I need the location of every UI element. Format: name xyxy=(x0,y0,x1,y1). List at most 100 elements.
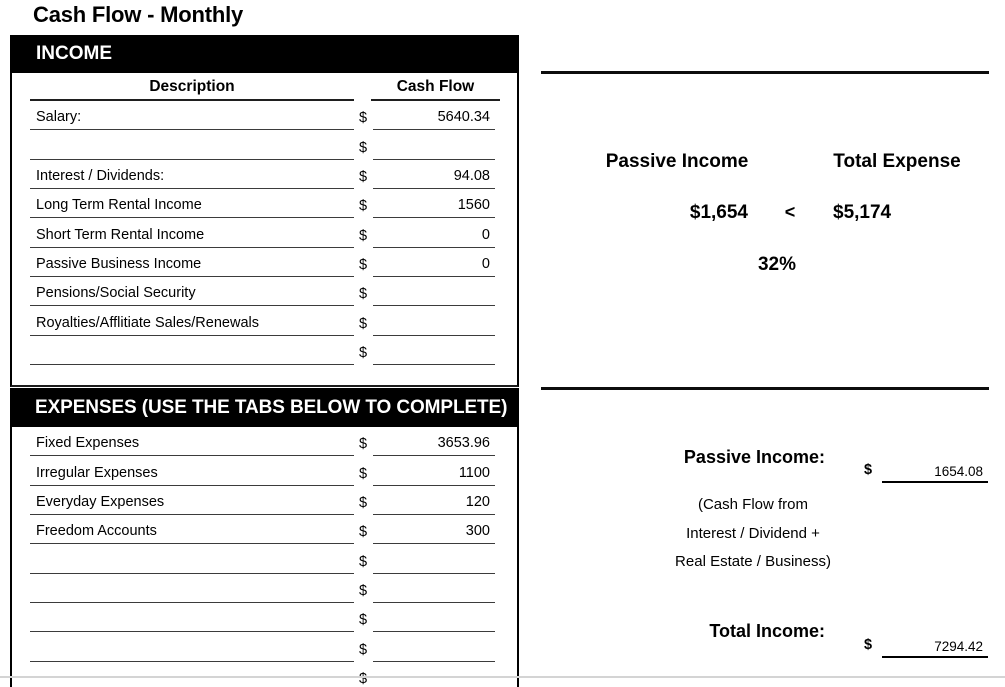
description-cell[interactable]: Salary: xyxy=(30,101,354,131)
currency-symbol: $ xyxy=(359,524,368,541)
currency-symbol: $ xyxy=(359,168,368,185)
value-cell[interactable]: 300 xyxy=(373,515,495,545)
description-cell[interactable] xyxy=(30,662,354,687)
description-cell[interactable] xyxy=(30,544,354,574)
currency-symbol: $ xyxy=(359,286,368,303)
comparator-symbol: < xyxy=(784,202,796,222)
value-cell[interactable] xyxy=(373,544,495,574)
caption-line: Real Estate / Business) xyxy=(675,553,831,571)
value-cell[interactable]: 5640.34 xyxy=(373,101,495,131)
description-cell[interactable] xyxy=(30,603,354,633)
currency-symbol: $ xyxy=(359,139,368,156)
currency-symbol: $ xyxy=(359,465,368,482)
expenses-rows: Fixed Expenses $3653.96 Irregular Expenses… xyxy=(12,427,517,687)
table-row: Long Term Rental Income $1560 xyxy=(12,189,517,219)
description-cell[interactable]: Short Term Rental Income xyxy=(30,218,354,248)
description-cell[interactable]: Royalties/Afflitiate Sales/Renewals xyxy=(30,306,354,336)
currency-symbol: $ xyxy=(359,110,368,127)
passive-income-summary-value: $1,654 xyxy=(689,202,748,223)
currency-symbol: $ xyxy=(359,227,368,244)
description-cell[interactable]: Fixed Expenses xyxy=(30,427,354,457)
description-cell[interactable] xyxy=(30,130,354,160)
income-rows: Salary: $5640.34 $ Interest / Dividends: $94… xyxy=(12,101,517,365)
table-row: Freedom Accounts $300 xyxy=(12,515,517,545)
table-row: Pensions/Social Security $ xyxy=(12,277,517,307)
total-income-currency-symbol: $ xyxy=(864,637,873,653)
income-column-headers: Description Cash Flow xyxy=(12,73,517,101)
passive-income-detail-label: Passive Income: xyxy=(683,447,825,467)
table-row: $ xyxy=(12,130,517,160)
description-cell[interactable]: Pensions/Social Security xyxy=(30,277,354,307)
currency-symbol: $ xyxy=(359,344,368,361)
description-cell[interactable] xyxy=(30,574,354,603)
table-row: $ xyxy=(12,574,517,603)
value-cell[interactable]: 94.08 xyxy=(373,160,495,189)
value-cell[interactable]: 1100 xyxy=(373,456,495,486)
divider-line-middle xyxy=(541,387,989,390)
currency-symbol: $ xyxy=(359,612,368,629)
value-cell[interactable] xyxy=(373,603,495,633)
currency-symbol: $ xyxy=(359,198,368,215)
total-expense-summary-value: $5,174 xyxy=(833,202,892,223)
table-row: Irregular Expenses $1100 xyxy=(12,456,517,486)
table-row: Royalties/Afflitiate Sales/Renewals $ xyxy=(12,306,517,336)
table-row: $ xyxy=(12,632,517,662)
value-cell[interactable]: 0 xyxy=(373,248,495,277)
table-row: $ xyxy=(12,336,517,365)
value-cell[interactable] xyxy=(373,130,495,160)
caption-line: (Cash Flow from xyxy=(697,496,809,513)
income-section-header: INCOME xyxy=(12,35,517,73)
table-row: $ xyxy=(12,662,517,687)
caption-line: Interest / Dividend + xyxy=(686,524,820,542)
total-income-detail-label: Total Income: xyxy=(709,621,825,641)
passive-income-ratio: 32% xyxy=(757,254,797,275)
page-title: Cash Flow - Monthly xyxy=(33,2,244,27)
value-cell[interactable]: 120 xyxy=(373,486,495,515)
total-income-value-cell[interactable]: 7294.42 xyxy=(882,637,988,658)
description-cell[interactable]: Irregular Expenses xyxy=(30,456,354,486)
value-cell[interactable] xyxy=(373,662,495,687)
table-row: Everyday Expenses $120 xyxy=(12,486,517,515)
currency-symbol: $ xyxy=(359,553,368,570)
value-cell[interactable] xyxy=(373,336,495,365)
table-row: Fixed Expenses $3653.96 xyxy=(12,427,517,457)
total-expense-summary-label: Total Expense xyxy=(833,151,961,172)
description-cell[interactable]: Interest / Dividends: xyxy=(30,160,354,189)
table-row: Salary: $5640.34 xyxy=(12,101,517,131)
value-cell[interactable]: 3653.96 xyxy=(373,427,495,457)
value-cell[interactable] xyxy=(373,574,495,603)
value-cell[interactable] xyxy=(373,277,495,307)
column-header-description: Description xyxy=(30,78,354,101)
table-row: Interest / Dividends: $94.08 xyxy=(12,160,517,189)
description-cell[interactable] xyxy=(30,336,354,365)
description-cell[interactable]: Everyday Expenses xyxy=(30,486,354,515)
value-cell[interactable] xyxy=(373,306,495,336)
currency-symbol: $ xyxy=(359,315,368,332)
currency-symbol: $ xyxy=(359,582,368,599)
currency-symbol: $ xyxy=(359,436,368,453)
currency-symbol: $ xyxy=(359,256,368,273)
description-cell[interactable]: Passive Business Income xyxy=(30,248,354,277)
column-header-cashflow: Cash Flow xyxy=(371,78,500,101)
table-row: $ xyxy=(12,603,517,633)
description-cell[interactable]: Long Term Rental Income xyxy=(30,189,354,219)
value-cell[interactable]: 1560 xyxy=(373,189,495,219)
table-row: Short Term Rental Income $0 xyxy=(12,218,517,248)
currency-symbol: $ xyxy=(359,670,368,687)
expenses-section-header: EXPENSES (USE THE TABS BELOW TO COMPLETE… xyxy=(12,388,517,427)
expenses-section: EXPENSES (USE THE TABS BELOW TO COMPLETE… xyxy=(10,388,519,687)
income-section: INCOME Description Cash Flow Salary: $564… xyxy=(10,35,519,387)
passive-income-currency-symbol: $ xyxy=(864,462,873,478)
table-row: $ xyxy=(12,544,517,574)
passive-income-caption: (Cash Flow from Interest / Dividend + Re… xyxy=(633,491,873,577)
description-cell[interactable] xyxy=(30,632,354,662)
description-cell[interactable]: Freedom Accounts xyxy=(30,515,354,545)
divider-line-top xyxy=(541,71,989,74)
value-cell[interactable]: 0 xyxy=(373,218,495,248)
passive-income-value-cell[interactable]: 1654.08 xyxy=(882,462,988,483)
value-cell[interactable] xyxy=(373,632,495,662)
currency-symbol: $ xyxy=(359,494,368,511)
currency-symbol: $ xyxy=(359,641,368,658)
pane-bottom-edge xyxy=(0,676,1005,678)
